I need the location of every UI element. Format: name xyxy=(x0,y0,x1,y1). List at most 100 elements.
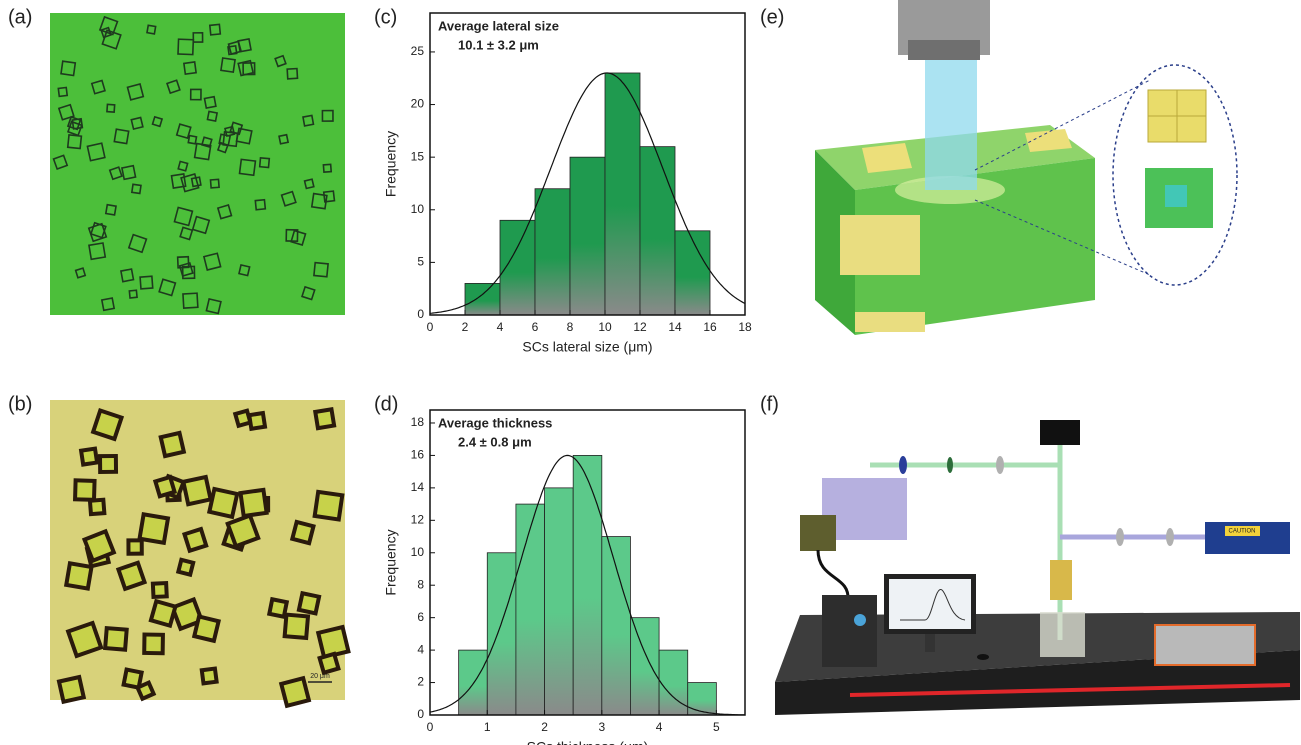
crystal xyxy=(299,593,319,613)
crystal xyxy=(68,623,101,656)
y-tick-label: 14 xyxy=(411,480,425,494)
micrograph-a xyxy=(50,13,345,315)
x-tick-label: 16 xyxy=(703,320,717,334)
crystal xyxy=(144,635,163,654)
crystal xyxy=(66,563,91,588)
crystal xyxy=(151,601,175,625)
y-tick-label: 2 xyxy=(417,675,424,689)
crystal xyxy=(285,615,308,638)
lens xyxy=(1166,528,1174,546)
x-tick-label: 1 xyxy=(484,720,491,734)
y-tick-label: 10 xyxy=(411,202,425,216)
bar xyxy=(570,157,605,315)
beam xyxy=(925,60,977,190)
illustration-f: CAUTION xyxy=(775,420,1300,715)
monitor-screen xyxy=(889,579,971,629)
bar xyxy=(675,231,710,315)
annotation: 10.1 ± 3.2 μm xyxy=(458,37,539,52)
x-tick-label: 8 xyxy=(567,320,574,334)
crystal xyxy=(183,477,210,504)
crystal xyxy=(292,522,313,543)
bar xyxy=(659,650,688,715)
y-tick-label: 16 xyxy=(411,448,425,462)
x-tick-label: 4 xyxy=(656,720,663,734)
crystal xyxy=(153,583,167,597)
scale-bar-label: 20 μm xyxy=(310,673,330,680)
y-tick-label: 20 xyxy=(411,97,425,111)
cuvette xyxy=(1040,612,1085,657)
x-tick-label: 10 xyxy=(598,320,612,334)
y-tick-label: 6 xyxy=(417,610,424,624)
crystal xyxy=(128,540,141,553)
x-tick-label: 2 xyxy=(541,720,548,734)
computer xyxy=(822,595,877,667)
crystal xyxy=(178,560,193,575)
x-tick-label: 0 xyxy=(427,720,434,734)
crystal xyxy=(59,677,84,702)
x-tick-label: 5 xyxy=(713,720,720,734)
block-patch xyxy=(1025,129,1072,152)
panel-label: (b) xyxy=(8,393,32,415)
crystal xyxy=(202,669,217,684)
cable xyxy=(818,550,848,600)
crystal xyxy=(161,433,184,456)
crystal xyxy=(90,500,104,514)
crystal xyxy=(140,514,168,542)
y-axis-label: Frequency xyxy=(383,131,399,197)
crystal xyxy=(138,683,154,699)
y-tick-label: 18 xyxy=(411,415,425,429)
panel-label: (e) xyxy=(760,6,784,28)
block-patch xyxy=(855,312,925,332)
figure: (a) (b) (c) (d) (e) (f) 20 μm xyxy=(0,0,1301,745)
x-axis-label: SCs thickness (μm) xyxy=(527,739,649,745)
computer-button xyxy=(854,614,866,626)
crystal xyxy=(209,489,237,517)
cube-cluster xyxy=(1165,185,1187,207)
x-tick-label: 2 xyxy=(462,320,469,334)
crystal xyxy=(93,411,121,439)
crystal xyxy=(315,492,343,520)
crystal xyxy=(315,409,334,428)
bar xyxy=(688,683,717,715)
crystal xyxy=(155,477,174,496)
bar xyxy=(640,147,675,315)
y-tick-label: 10 xyxy=(411,545,425,559)
panel-label: (d) xyxy=(374,393,398,415)
bar xyxy=(487,553,516,715)
block-patch xyxy=(862,143,912,173)
crystal xyxy=(118,563,144,589)
x-tick-label: 18 xyxy=(738,320,752,334)
crystal xyxy=(105,628,127,650)
y-tick-label: 0 xyxy=(417,707,424,721)
panel-label: (c) xyxy=(374,6,397,28)
crystal xyxy=(240,490,266,516)
bar xyxy=(602,537,631,715)
lens xyxy=(899,456,907,474)
crystal xyxy=(81,449,97,465)
bar xyxy=(459,650,488,715)
monitor-stand xyxy=(925,634,935,652)
panel-label: (a) xyxy=(8,6,32,28)
panel-label: (f) xyxy=(760,393,779,415)
annotation: 2.4 ± 0.8 μm xyxy=(458,434,532,449)
crystal xyxy=(75,480,94,499)
lens xyxy=(1116,528,1124,546)
bar xyxy=(630,618,659,715)
crystal xyxy=(194,617,218,641)
detector xyxy=(800,515,836,551)
y-tick-label: 8 xyxy=(417,577,424,591)
x-tick-label: 3 xyxy=(598,720,605,734)
x-tick-label: 12 xyxy=(633,320,647,334)
x-tick-label: 4 xyxy=(497,320,504,334)
camera xyxy=(1040,420,1080,445)
bar xyxy=(516,504,545,715)
mouse xyxy=(977,654,989,660)
x-axis-label: SCs lateral size (μm) xyxy=(522,339,652,355)
x-tick-label: 0 xyxy=(427,320,434,334)
y-tick-label: 0 xyxy=(417,307,424,321)
crystal xyxy=(184,529,206,551)
objective xyxy=(1050,560,1072,600)
lens xyxy=(947,457,953,473)
annotation: Average thickness xyxy=(438,415,552,430)
objective xyxy=(908,40,980,60)
